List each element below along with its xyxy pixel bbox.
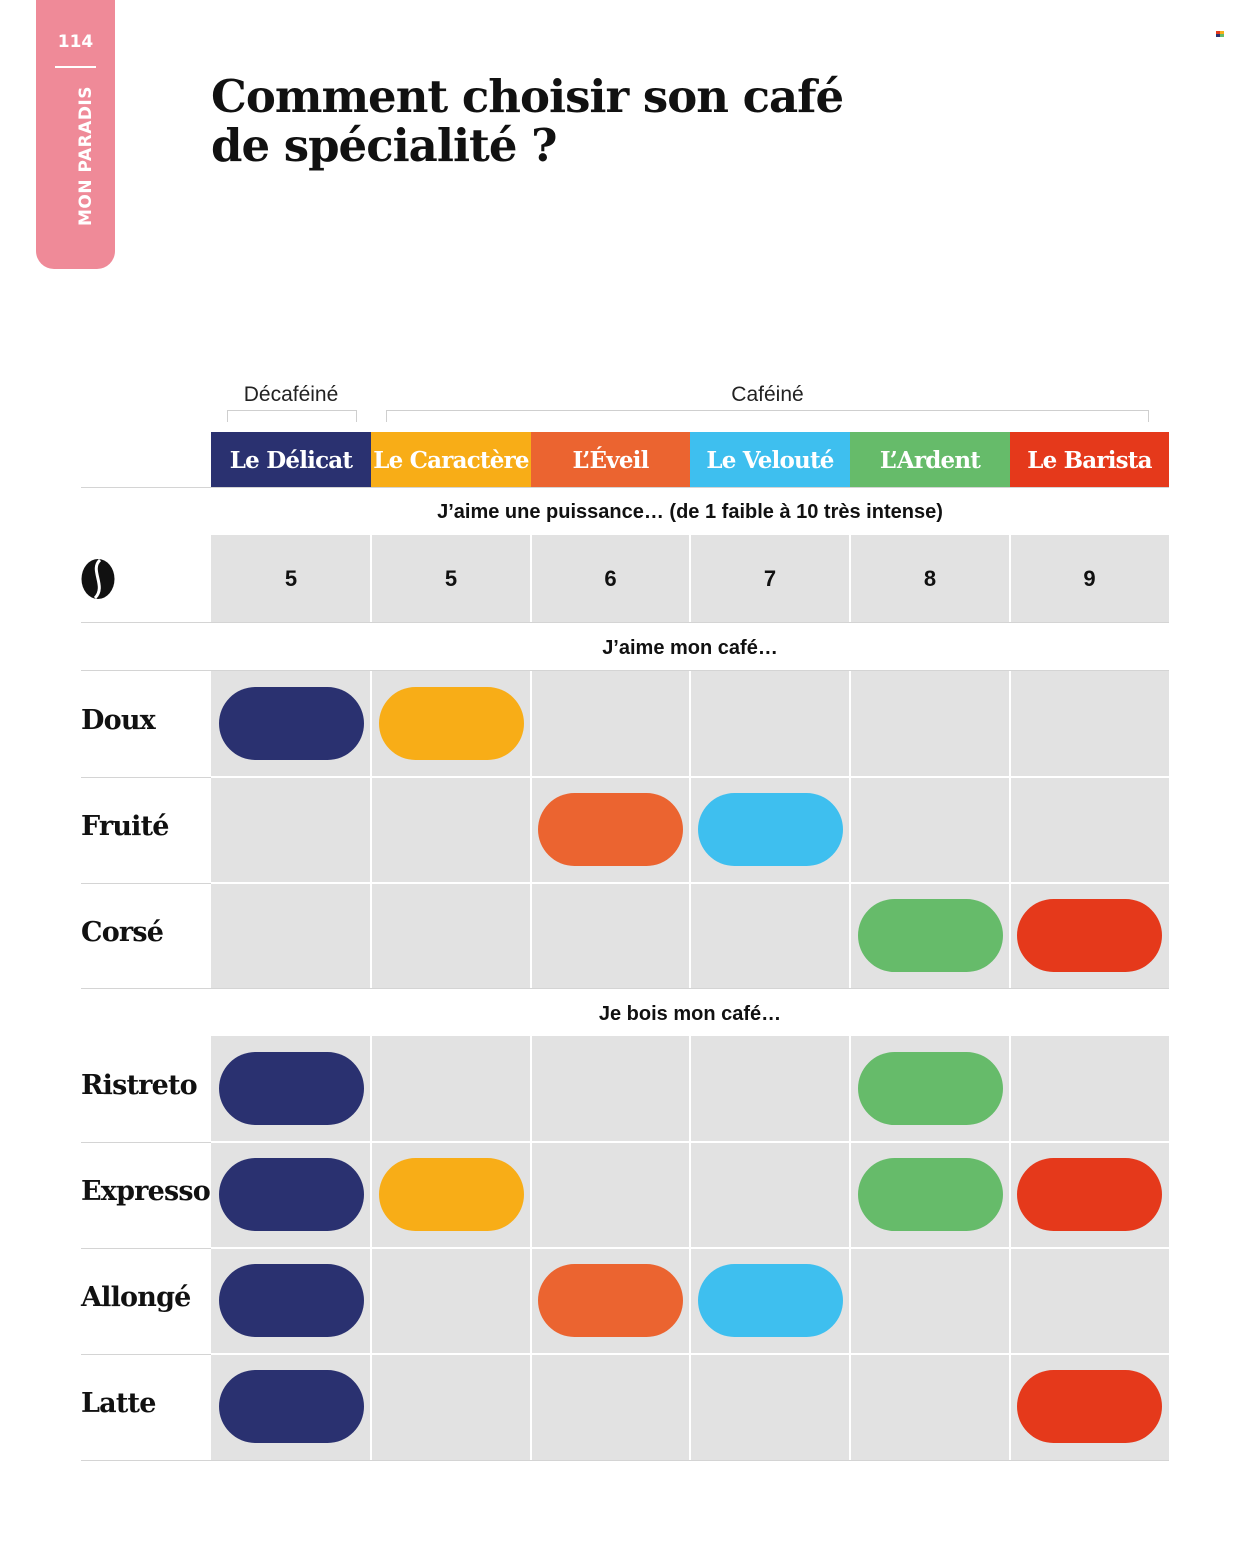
row-separator bbox=[81, 1142, 211, 1143]
section-label: MON PARADIS bbox=[76, 86, 96, 226]
coffee-header: Le Caractère bbox=[371, 432, 531, 488]
column-separator bbox=[849, 671, 851, 988]
strength-value: 7 bbox=[763, 566, 777, 591]
column-separator bbox=[370, 671, 372, 988]
strength-value: 5 bbox=[284, 566, 298, 591]
group-label-decafeine: Décaféiné bbox=[243, 383, 339, 406]
coffee-bean-icon bbox=[81, 558, 115, 600]
table-rule bbox=[81, 1460, 1169, 1461]
group-label-cafeine: Caféiné bbox=[731, 383, 804, 406]
row-label: Corsé bbox=[81, 917, 164, 948]
column-separator bbox=[1009, 535, 1011, 622]
match-pill bbox=[1017, 1370, 1162, 1443]
page-number: 114 bbox=[57, 32, 94, 52]
column-separator bbox=[849, 535, 851, 622]
column-separator bbox=[530, 671, 532, 988]
coffee-header: L’Ardent bbox=[850, 432, 1010, 488]
match-pill bbox=[697, 793, 843, 866]
row-label: Doux bbox=[81, 705, 156, 736]
match-pill bbox=[1017, 899, 1162, 972]
group-bracket-decafeine bbox=[227, 410, 357, 422]
row-separator bbox=[81, 1248, 211, 1249]
column-separator bbox=[370, 1036, 372, 1460]
table-rule bbox=[81, 487, 1169, 488]
match-pill bbox=[218, 1052, 364, 1125]
strength-heading: J’aime une puissance… (de 1 faible à 10 … bbox=[437, 501, 943, 523]
coffee-header: Le Barista bbox=[1010, 432, 1169, 488]
table-rule bbox=[81, 622, 1169, 623]
strength-value: 9 bbox=[1083, 566, 1096, 591]
title-line-1: Comment choisir son café bbox=[211, 70, 844, 123]
row-label: Fruité bbox=[81, 811, 169, 842]
match-pill bbox=[538, 1264, 683, 1337]
match-pill bbox=[378, 1158, 524, 1231]
column-separator bbox=[1009, 671, 1011, 988]
match-pill bbox=[697, 1264, 843, 1337]
column-separator bbox=[1009, 1036, 1011, 1460]
match-pill bbox=[857, 899, 1003, 972]
column-separator bbox=[689, 1036, 691, 1460]
strength-value: 8 bbox=[923, 566, 937, 591]
match-pill bbox=[218, 1158, 364, 1231]
table-rule bbox=[81, 670, 1169, 671]
column-separator bbox=[370, 535, 372, 622]
match-pill bbox=[1017, 1158, 1162, 1231]
taste-heading: J’aime mon café… bbox=[602, 637, 778, 659]
drink-heading: Je bois mon café… bbox=[598, 1003, 782, 1025]
section-tab: 114 MON PARADIS bbox=[36, 0, 115, 269]
coffee-header: Le Délicat bbox=[211, 432, 371, 488]
match-pill bbox=[378, 687, 524, 760]
match-pill bbox=[857, 1052, 1003, 1125]
group-bracket-cafeine bbox=[386, 410, 1149, 422]
strength-value: 6 bbox=[604, 566, 617, 591]
column-separator bbox=[530, 1036, 532, 1460]
tab-divider bbox=[55, 66, 96, 68]
strength-value: 5 bbox=[444, 566, 458, 591]
row-label: Allongé bbox=[81, 1282, 191, 1313]
coffee-header: Le Velouté bbox=[690, 432, 850, 488]
title-line-2: de spécialité ? bbox=[211, 119, 557, 172]
match-pill bbox=[218, 687, 364, 760]
print-mark-icon bbox=[1216, 31, 1224, 38]
table-rule bbox=[81, 988, 1169, 989]
row-separator bbox=[81, 1354, 211, 1355]
column-separator bbox=[849, 1036, 851, 1460]
match-pill bbox=[857, 1158, 1003, 1231]
row-separator bbox=[81, 883, 211, 884]
coffee-header: L’Éveil bbox=[531, 432, 690, 488]
match-pill bbox=[538, 793, 683, 866]
column-separator bbox=[689, 535, 691, 622]
row-label: Latte bbox=[81, 1388, 156, 1419]
match-pill bbox=[218, 1370, 364, 1443]
page-title: Comment choisir son café de spécialité ? bbox=[211, 72, 911, 170]
column-separator bbox=[689, 671, 691, 988]
column-separator bbox=[530, 535, 532, 622]
match-pill bbox=[218, 1264, 364, 1337]
row-separator bbox=[81, 777, 211, 778]
row-label: Ristreto bbox=[81, 1070, 198, 1101]
row-label: Expresso bbox=[81, 1176, 211, 1207]
